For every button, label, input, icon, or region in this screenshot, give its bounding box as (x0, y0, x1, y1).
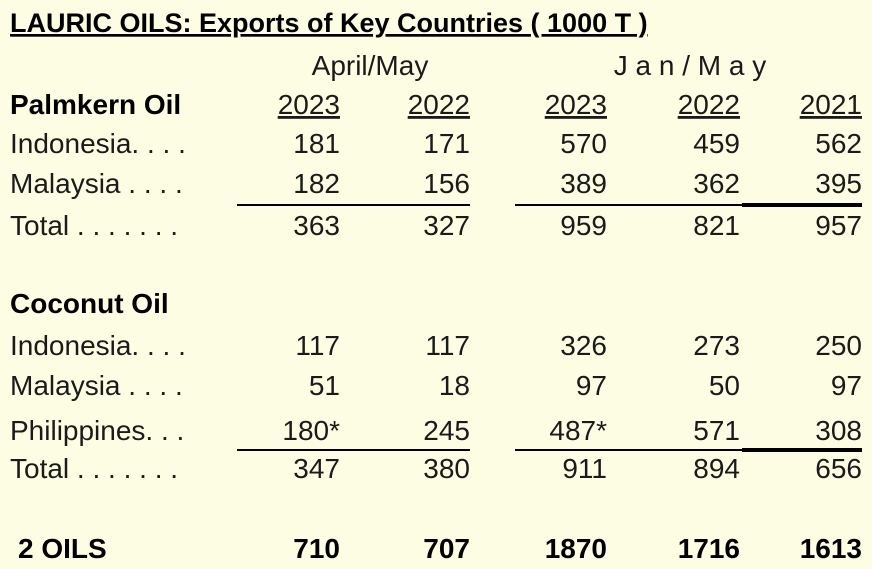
cell-value: 180* (282, 415, 340, 446)
cell-value: 182 (293, 168, 340, 199)
cell-value: 894 (693, 453, 740, 484)
cell-value: 570 (560, 128, 607, 159)
cell-value: 957 (815, 210, 862, 241)
section-heading: Coconut Oil (10, 288, 169, 319)
column-year: 2022 (678, 89, 740, 120)
cell-value: 308 (815, 415, 862, 446)
cell-value: 97 (831, 370, 862, 401)
row-label: Malaysia . . . . (10, 168, 183, 199)
grand-total-value: 707 (423, 533, 470, 564)
cell-value: 327 (423, 210, 470, 241)
column-year: 2023 (278, 89, 340, 120)
cell-value: 181 (293, 128, 340, 159)
period-header: J a n / M a y (614, 50, 767, 81)
cell-value: 50 (709, 370, 740, 401)
column-year: 2021 (800, 89, 862, 120)
cell-value: 562 (815, 128, 862, 159)
cell-value: 326 (560, 330, 607, 361)
cell-value: 656 (815, 453, 862, 484)
cell-value: 959 (560, 210, 607, 241)
cell-value: 389 (560, 168, 607, 199)
column-year: 2023 (545, 89, 607, 120)
cell-value: 156 (423, 168, 470, 199)
cell-value: 51 (309, 370, 340, 401)
cell-value: 821 (693, 210, 740, 241)
cell-value: 117 (425, 330, 470, 361)
period-header: April/May (312, 50, 429, 81)
cell-value: 487* (549, 415, 607, 446)
cell-value: 18 (439, 370, 470, 401)
column-year: 2022 (408, 89, 470, 120)
row-label: Indonesia. . . . (10, 128, 186, 159)
grand-total-value: 1870 (545, 533, 607, 564)
cell-value: 273 (693, 330, 740, 361)
grand-total-value: 710 (293, 533, 340, 564)
row-label: Malaysia . . . . (10, 370, 183, 401)
row-label: Indonesia. . . . (10, 330, 186, 361)
rules (237, 203, 862, 452)
row-label: Total . . . . . . . (10, 210, 178, 241)
cell-value: 380 (423, 453, 470, 484)
cell-value: 395 (815, 168, 862, 199)
cell-value: 117 (295, 330, 340, 361)
cell-value: 459 (693, 128, 740, 159)
cell-value: 347 (293, 453, 340, 484)
cell-value: 362 (693, 168, 740, 199)
grand-total-label: 2 OILS (18, 533, 107, 564)
row-label: Philippines. . . (10, 415, 184, 446)
cell-value: 250 (815, 330, 862, 361)
cell-value: 363 (293, 210, 340, 241)
section-heading: Palmkern Oil (10, 89, 181, 120)
cell-value: 571 (693, 415, 740, 446)
title: LAURIC OILS: Exports of Key Countries ( … (10, 8, 648, 38)
cell-value: 911 (562, 453, 607, 484)
grand-total-value: 1613 (800, 533, 862, 564)
cell-value: 171 (423, 128, 470, 159)
cell-value: 97 (576, 370, 607, 401)
row-label: Total . . . . . . . (10, 453, 178, 484)
grand-total-value: 1716 (678, 533, 740, 564)
cell-value: 245 (423, 415, 470, 446)
